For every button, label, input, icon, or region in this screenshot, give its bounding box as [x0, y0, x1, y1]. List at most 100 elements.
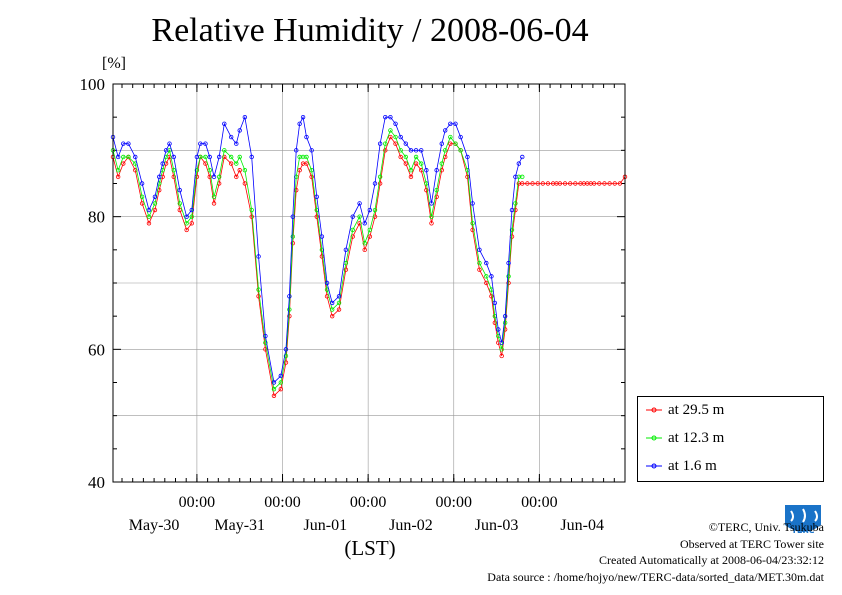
data-point	[271, 380, 277, 385]
data-point	[398, 154, 403, 160]
data-point	[234, 161, 239, 166]
series-line	[112, 136, 626, 397]
data-point	[146, 214, 152, 219]
data-point	[413, 161, 419, 166]
data-point	[189, 214, 194, 219]
data-point	[429, 214, 434, 219]
data-point	[408, 174, 414, 180]
data-point	[516, 161, 522, 166]
data-point	[597, 181, 602, 186]
data-point	[171, 168, 176, 173]
copyright-text: ©TERC, Univ. Tsukuba	[708, 520, 824, 534]
x-tick-label: 00:00	[264, 494, 300, 511]
data-point	[133, 154, 138, 160]
data-point	[403, 141, 409, 146]
data-point	[362, 221, 367, 226]
data-point	[343, 247, 349, 253]
data-point	[499, 353, 504, 359]
data-point	[234, 141, 239, 146]
data-point	[393, 141, 398, 146]
data-point	[139, 181, 145, 186]
data-point	[540, 181, 546, 186]
x-tick-label: 00:00	[350, 494, 386, 511]
data-point	[146, 207, 152, 213]
data-point	[324, 280, 330, 286]
data-point	[607, 181, 612, 186]
data-point	[443, 148, 448, 153]
data-point	[470, 227, 475, 233]
data-point	[502, 313, 508, 319]
data-point	[194, 154, 200, 160]
y-tick-label: 80	[88, 208, 105, 227]
data-point	[256, 294, 261, 299]
x-tick-label: 00:00	[179, 494, 215, 511]
source-text: Data source : /home/hojyo/new/TERC-data/…	[487, 569, 824, 584]
data-point	[152, 207, 158, 213]
data-point	[612, 181, 617, 186]
data-point	[477, 260, 482, 266]
data-point	[157, 174, 162, 180]
data-point	[343, 267, 349, 272]
day-label: Jun-01	[304, 517, 348, 534]
data-point	[152, 194, 158, 199]
data-point	[477, 267, 482, 272]
data-point	[393, 134, 398, 140]
data-point	[408, 168, 414, 173]
legend-item-29m: at 29.5 m	[646, 400, 724, 420]
data-point	[509, 207, 515, 213]
y-tick-label: 60	[88, 340, 105, 359]
data-point	[216, 154, 222, 160]
data-point	[198, 141, 203, 146]
data-point	[290, 214, 295, 219]
data-point	[256, 254, 261, 259]
data-point	[146, 221, 152, 226]
created-text: Created Automatically at 2008-06-04/23:3…	[599, 553, 824, 567]
data-point	[350, 234, 355, 239]
data-point	[290, 234, 295, 239]
legend-item-1m: at 1.6 m	[646, 456, 717, 476]
data-point	[256, 287, 261, 292]
data-point	[115, 174, 121, 180]
data-point	[424, 187, 429, 193]
data-point	[357, 201, 362, 206]
data-point	[465, 154, 470, 160]
credits-block: ©TERC, Univ. Tsukuba Observed at TERC To…	[487, 519, 824, 585]
data-point	[283, 353, 289, 359]
data-point	[294, 174, 299, 180]
legend-marker-blue	[646, 463, 662, 469]
series-line	[112, 129, 523, 390]
data-point	[211, 201, 217, 206]
data-point	[357, 221, 362, 226]
data-point	[502, 320, 508, 325]
data-point	[367, 234, 373, 239]
data-point	[163, 148, 169, 153]
data-point	[350, 227, 355, 233]
data-point	[115, 168, 121, 173]
data-point	[184, 221, 189, 226]
data-point	[304, 134, 309, 140]
legend-item-12m: at 12.3 m	[646, 428, 724, 448]
y-tick-label: 40	[88, 473, 105, 492]
data-point	[177, 207, 182, 213]
day-label: Jun-03	[475, 517, 519, 534]
data-point	[367, 227, 373, 233]
data-point	[429, 221, 434, 226]
data-point	[203, 154, 208, 160]
data-point	[506, 274, 511, 279]
data-point	[424, 168, 429, 173]
data-point	[403, 161, 409, 166]
data-point	[489, 274, 494, 279]
data-point	[377, 141, 383, 146]
data-point	[413, 148, 419, 153]
data-point	[434, 194, 439, 199]
data-point	[242, 181, 248, 186]
series-line	[112, 115, 523, 384]
data-point	[336, 300, 342, 306]
data-point	[228, 154, 234, 160]
data-point	[448, 121, 453, 126]
day-label: May-30	[129, 517, 180, 534]
data-point	[126, 141, 131, 146]
terc-logo: TERC	[785, 505, 821, 535]
y-tick-label: 100	[80, 75, 106, 94]
